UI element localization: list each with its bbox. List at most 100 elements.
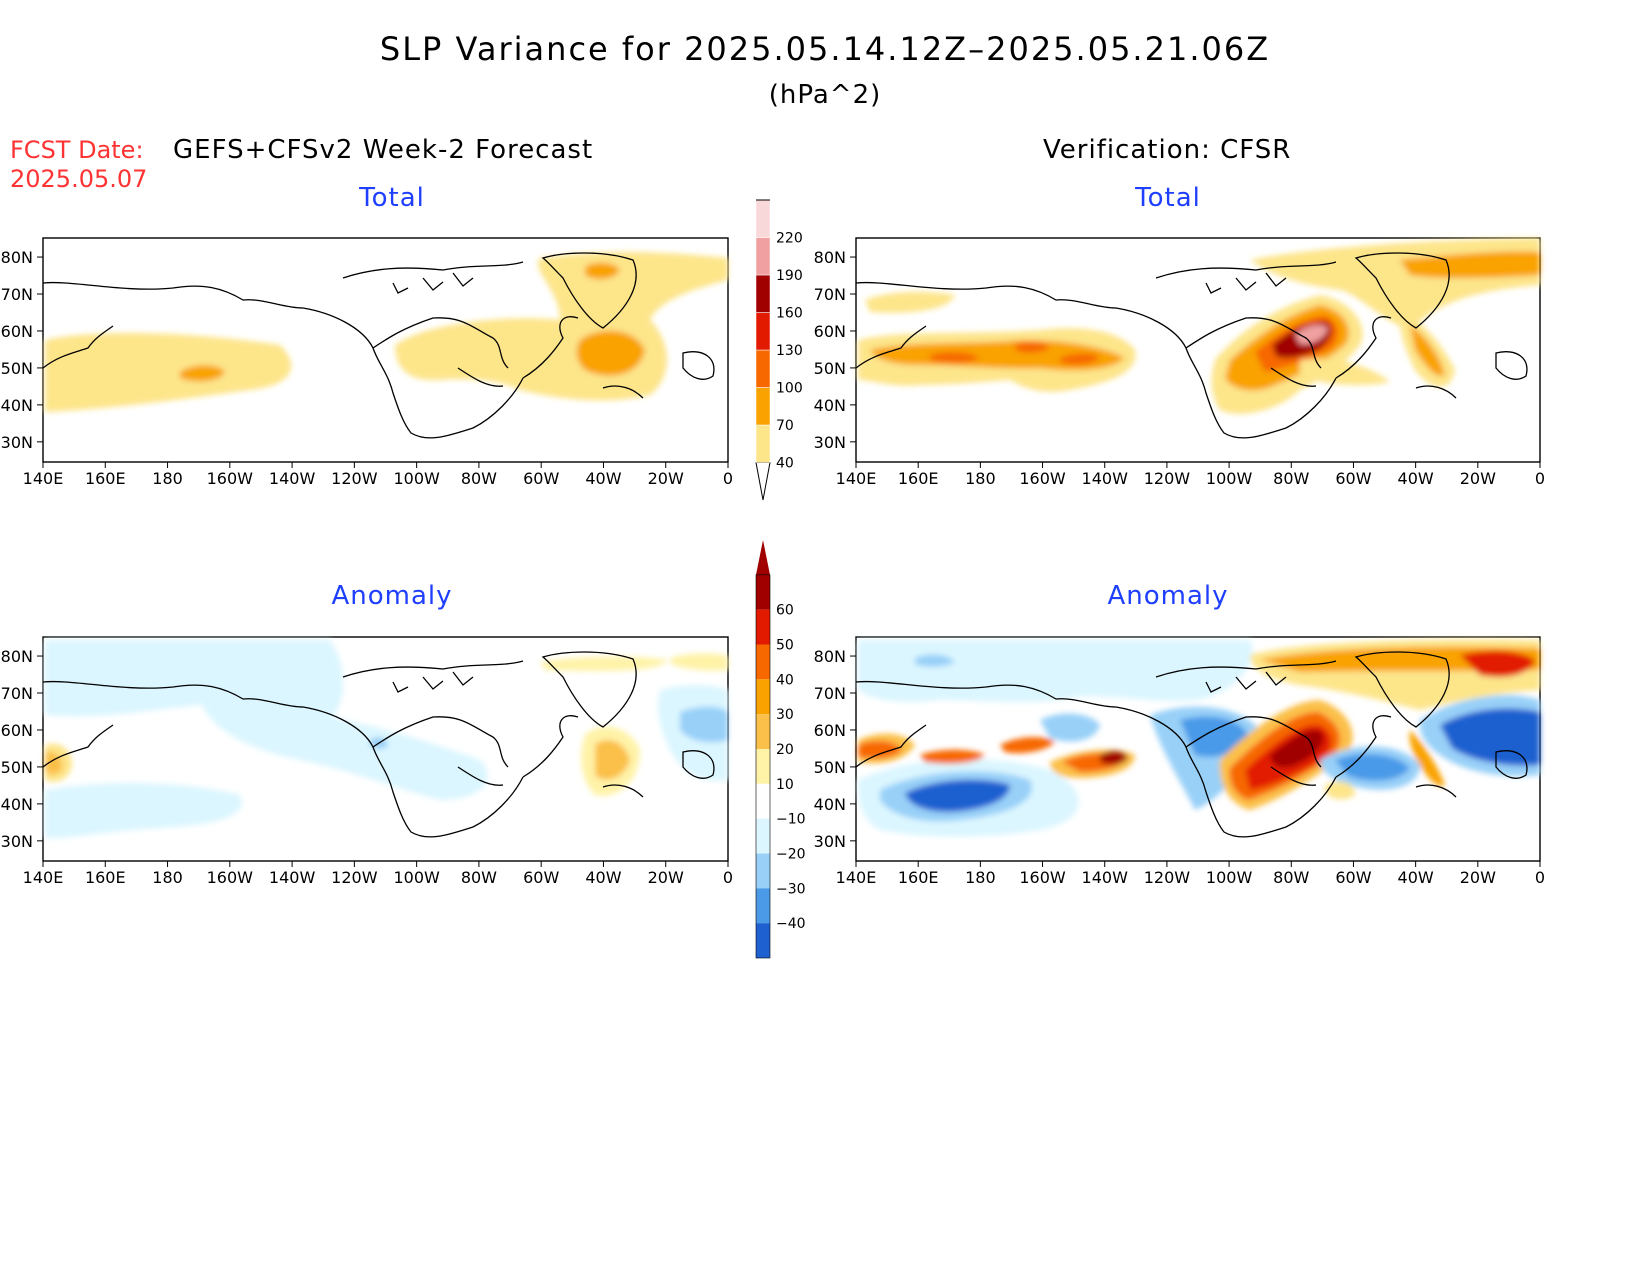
figure-title: SLP Variance for 2025.05.14.12Z–2025.05.… xyxy=(379,30,1271,68)
lat-label: 50N xyxy=(1,359,33,378)
lon-label: 140E xyxy=(23,868,64,887)
lon-label: 20W xyxy=(648,868,684,887)
lon-label: 160W xyxy=(1019,469,1066,488)
lon-label: 120W xyxy=(1144,868,1191,887)
lon-label: 160W xyxy=(1019,868,1066,887)
lat-label: 70N xyxy=(814,684,846,703)
lat-label: 40N xyxy=(1,396,33,415)
lon-label: 0 xyxy=(1535,469,1545,488)
colorbar-label: −10 xyxy=(776,812,806,828)
lon-label: 60W xyxy=(523,868,559,887)
colorbar-swatch xyxy=(756,574,770,610)
lon-label: 80W xyxy=(1273,868,1309,887)
forecast-anomaly-map xyxy=(42,636,729,862)
colorbar-swatch xyxy=(755,424,771,463)
verification-total-title: Total xyxy=(1135,183,1201,213)
lon-label: 20W xyxy=(1460,469,1496,488)
colorbar-label: −40 xyxy=(776,916,806,932)
lat-label: 80N xyxy=(814,647,846,666)
colorbar-label: 20 xyxy=(776,742,794,758)
colorbar-swatch xyxy=(756,644,770,680)
lon-label: 160E xyxy=(85,868,126,887)
lon-label: 160W xyxy=(207,868,254,887)
map-axis-ticks: 30N 40N 50N 60N 70N 80N 140E 160E 180 160W 140W 120… xyxy=(1,248,1545,887)
lon-label: 80W xyxy=(1273,469,1309,488)
verification-total-map xyxy=(855,237,1541,463)
lon-label: 60W xyxy=(1335,469,1371,488)
lon-label: 160E xyxy=(898,469,939,488)
lat-label: 80N xyxy=(814,248,846,267)
colorbar-arrow xyxy=(756,540,770,575)
lat-label: 60N xyxy=(814,721,846,740)
colorbar-label: −30 xyxy=(776,881,806,897)
colorbar-label: 60 xyxy=(776,603,794,619)
lon-label: 40W xyxy=(1398,469,1434,488)
lon-label: 80W xyxy=(461,469,497,488)
fcst-date-value: 2025.05.07 xyxy=(10,165,148,193)
lon-label: 20W xyxy=(1460,868,1496,887)
colorbar-label: 190 xyxy=(776,268,803,284)
colorbar-swatch xyxy=(756,818,770,854)
verification-anomaly-title: Anomaly xyxy=(1107,581,1229,611)
units-label: (hPa^2) xyxy=(768,80,882,110)
colorbar-swatch xyxy=(755,349,771,388)
colorbar-label: 10 xyxy=(776,777,794,793)
lon-label: 40W xyxy=(1398,868,1434,887)
lat-label: 40N xyxy=(814,396,846,415)
anomaly-colorbar: 60 50 40 30 20 10 −10 −20 −30 −40 xyxy=(755,540,806,959)
lat-label: 30N xyxy=(814,433,846,452)
lon-label: 180 xyxy=(152,868,183,887)
lon-label: 140E xyxy=(23,469,64,488)
lat-label: 70N xyxy=(1,684,33,703)
verification-anomaly-map xyxy=(855,636,1541,862)
lat-label: 80N xyxy=(1,248,33,267)
lat-label: 70N xyxy=(1,285,33,304)
colorbar-label: 50 xyxy=(776,638,794,654)
lat-label: 60N xyxy=(814,322,846,341)
colorbar-swatch xyxy=(756,609,770,645)
lon-label: 0 xyxy=(723,868,733,887)
total-colorbar: 40 70 100 130 160 190 220 xyxy=(755,199,803,501)
colorbar-label: 40 xyxy=(776,672,794,688)
colorbar-swatch xyxy=(756,923,770,958)
colorbar-swatch xyxy=(756,749,770,784)
lat-label: 60N xyxy=(1,721,33,740)
forecast-total-title: Total xyxy=(359,183,425,213)
colorbar-arrow xyxy=(755,462,771,501)
lon-label: 0 xyxy=(1535,868,1545,887)
lat-label: 30N xyxy=(814,832,846,851)
verification-header: Verification: CFSR xyxy=(1043,135,1292,165)
colorbar-swatch xyxy=(756,783,770,819)
colorbar-swatch xyxy=(755,274,771,313)
lon-label: 140E xyxy=(836,469,877,488)
lat-label: 40N xyxy=(1,795,33,814)
colorbar-swatch xyxy=(755,199,771,238)
lon-label: 100W xyxy=(393,868,440,887)
lat-label: 80N xyxy=(1,647,33,666)
lon-label: 160E xyxy=(898,868,939,887)
lon-label: 120W xyxy=(331,868,378,887)
lon-label: 60W xyxy=(1335,868,1371,887)
lon-label: 140W xyxy=(269,469,316,488)
fcst-date-label: FCST Date: xyxy=(10,136,144,164)
lat-label: 50N xyxy=(1,758,33,777)
lat-label: 40N xyxy=(814,795,846,814)
colorbar-label: 160 xyxy=(776,306,803,322)
colorbars: 40 70 100 130 160 190 220 60 50 40 30 20 10 −10 −20 −30… xyxy=(755,199,806,959)
colorbar-label: 220 xyxy=(776,231,803,247)
lon-label: 120W xyxy=(1144,469,1191,488)
colorbar-swatch xyxy=(756,853,770,889)
forecast-header: GEFS+CFSv2 Week-2 Forecast xyxy=(173,135,594,165)
lat-label: 70N xyxy=(814,285,846,304)
colorbar-label: 70 xyxy=(776,418,794,434)
lon-label: 180 xyxy=(965,469,996,488)
lat-label: 60N xyxy=(1,322,33,341)
lon-label: 140W xyxy=(1082,868,1129,887)
colorbar-label: 30 xyxy=(776,707,794,723)
forecast-total-map xyxy=(42,237,729,463)
lon-label: 160W xyxy=(207,469,254,488)
fcst-date: FCST Date: 2025.05.07 xyxy=(10,136,147,194)
lon-label: 80W xyxy=(461,868,497,887)
colorbar-swatch xyxy=(755,237,771,276)
